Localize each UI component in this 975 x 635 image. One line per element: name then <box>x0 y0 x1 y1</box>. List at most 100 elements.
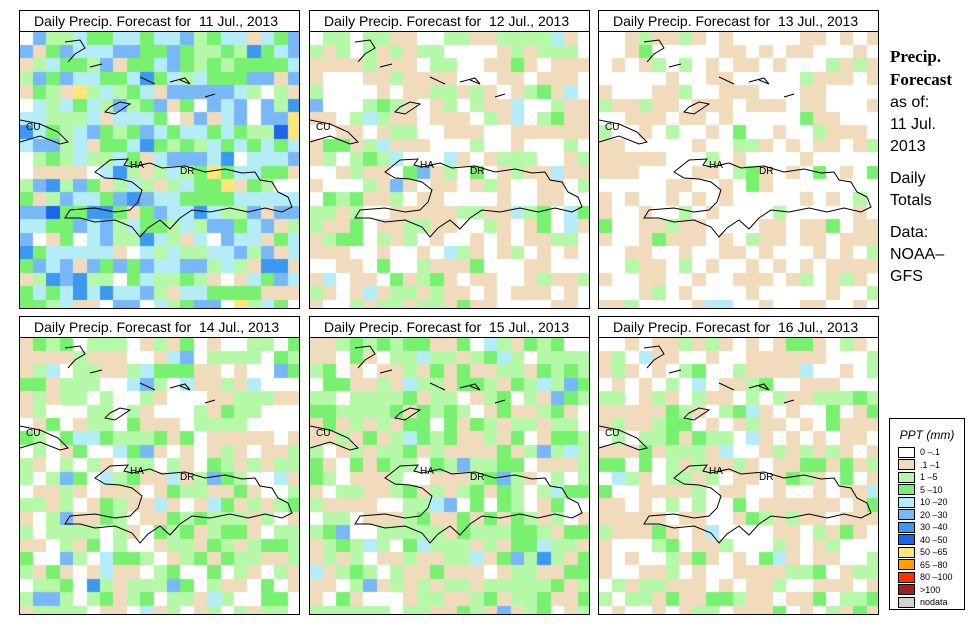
label-cuba: CU <box>26 428 41 439</box>
legend-item: .1 –1 <box>890 459 964 472</box>
forecast-panel: Daily Precip. Forecast for 15 Jul., 2013… <box>309 316 590 615</box>
precip-grid <box>310 32 589 308</box>
legend-item: 30 –40 <box>890 521 964 534</box>
precip-grid <box>310 338 589 614</box>
legend-label: 50 –65 <box>920 547 948 558</box>
legend: PPT (mm) 0 –.1.1 –1 1 –5 5 –10 10 –20 20 –30… <box>889 418 965 610</box>
legend-item: 5 –10 <box>890 484 964 497</box>
legend-swatch <box>898 484 915 496</box>
forecast-panel: Daily Precip. Forecast for 14 Jul., 2013… <box>19 316 300 615</box>
label-cuba: CU <box>605 428 620 439</box>
precip-map: CU HA DR <box>19 32 300 309</box>
label-haiti: HA <box>130 466 144 477</box>
legend-label: 80 –100 <box>920 572 953 583</box>
label-dominican-republic: DR <box>759 166 774 177</box>
legend-label: 40 –50 <box>920 534 948 545</box>
legend-label: 1 –5 <box>920 472 938 483</box>
legend-label: nodata <box>920 597 948 608</box>
panel-title: Daily Precip. Forecast for 16 Jul., 2013 <box>598 316 879 338</box>
label-haiti: HA <box>420 160 434 171</box>
legend-swatch <box>898 534 915 546</box>
legend-swatch <box>898 546 915 558</box>
label-dominican-republic: DR <box>470 472 485 483</box>
forecast-panel: Daily Precip. Forecast for 16 Jul., 2013… <box>598 316 879 615</box>
coastline <box>599 345 872 544</box>
precip-map: CU HA DR <box>598 32 879 309</box>
legend-label: 65 –80 <box>920 559 948 570</box>
label-cuba: CU <box>605 122 620 133</box>
legend-item: 1 –5 <box>890 471 964 484</box>
coastline <box>310 345 583 544</box>
precip-map: CU HA DR <box>309 32 590 309</box>
label-dominican-republic: DR <box>180 166 195 177</box>
label-cuba: CU <box>26 122 41 133</box>
legend-item: 10 –20 <box>890 496 964 509</box>
source-2: GFS <box>890 268 923 285</box>
legend-swatch <box>898 559 915 571</box>
label-cuba: CU <box>316 428 331 439</box>
legend-swatch <box>898 596 915 608</box>
precip-grid <box>599 32 878 308</box>
legend-label: .1 –1 <box>920 459 941 470</box>
label-dominican-republic: DR <box>180 472 195 483</box>
legend-swatch <box>898 471 915 483</box>
asof-date-1: 11 Jul. <box>890 116 936 133</box>
asof-date-2: 2013 <box>890 138 926 155</box>
forecast-panel: Daily Precip. Forecast for 11 Jul., 2013… <box>19 10 300 309</box>
precip-grid <box>20 338 299 614</box>
label-haiti: HA <box>130 160 144 171</box>
legend-item: 65 –80 <box>890 559 964 572</box>
totals-label: Totals <box>890 192 932 209</box>
precip-map: CU HA DR <box>19 338 300 615</box>
side-title-1: Precip. <box>890 47 942 66</box>
legend-swatch <box>898 571 915 583</box>
source-1: NOAA– <box>890 246 945 263</box>
coastline <box>20 345 293 544</box>
data-label: Data: <box>890 224 929 241</box>
side-title-2: Forecast <box>890 70 952 89</box>
panel-title: Daily Precip. Forecast for 15 Jul., 2013 <box>309 316 590 338</box>
legend-title: PPT (mm) <box>899 428 955 442</box>
legend-item: 50 –65 <box>890 546 964 559</box>
legend-swatch <box>898 584 915 596</box>
label-haiti: HA <box>420 466 434 477</box>
precip-map: CU HA DR <box>309 338 590 615</box>
asof-label: as of: <box>890 94 930 111</box>
legend-swatch <box>898 509 915 521</box>
forecast-panel: Daily Precip. Forecast for 12 Jul., 2013… <box>309 10 590 309</box>
coastline <box>20 39 293 238</box>
legend-label: 30 –40 <box>920 522 948 533</box>
panel-title: Daily Precip. Forecast for 11 Jul., 2013 <box>19 10 300 32</box>
legend-label: 10 –20 <box>920 497 948 508</box>
panel-title: Daily Precip. Forecast for 14 Jul., 2013 <box>19 316 300 338</box>
legend-item: >100 <box>890 584 964 597</box>
legend-item: 80 –100 <box>890 571 964 584</box>
legend-swatch <box>898 446 915 458</box>
legend-label: 0 –.1 <box>920 447 941 458</box>
forecast-panel: Daily Precip. Forecast for 13 Jul., 2013… <box>598 10 879 309</box>
side-info: Precip. Forecast as of: 11 Jul. 2013 Dai… <box>890 46 952 288</box>
legend-item: 0 –.1 <box>890 446 964 459</box>
label-haiti: HA <box>709 160 723 171</box>
legend-swatch <box>898 496 915 508</box>
coastline <box>599 39 872 238</box>
legend-swatch <box>898 521 915 533</box>
legend-swatch <box>898 459 915 471</box>
legend-item: 40 –50 <box>890 534 964 547</box>
panel-title: Daily Precip. Forecast for 12 Jul., 2013 <box>309 10 590 32</box>
coastline <box>310 39 583 238</box>
label-cuba: CU <box>316 122 331 133</box>
legend-item: nodata <box>890 596 964 609</box>
label-dominican-republic: DR <box>470 166 485 177</box>
legend-item: 20 –30 <box>890 509 964 522</box>
legend-label: 20 –30 <box>920 509 948 520</box>
legend-label: >100 <box>920 584 941 595</box>
label-haiti: HA <box>709 466 723 477</box>
panel-title: Daily Precip. Forecast for 13 Jul., 2013 <box>598 10 879 32</box>
precip-grid <box>20 32 299 308</box>
daily-label: Daily <box>890 170 926 187</box>
legend-label: 5 –10 <box>920 484 943 495</box>
precip-grid <box>599 338 878 614</box>
label-dominican-republic: DR <box>759 472 774 483</box>
precip-map: CU HA DR <box>598 338 879 615</box>
